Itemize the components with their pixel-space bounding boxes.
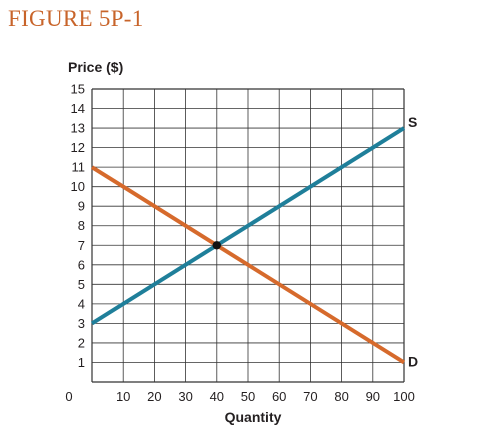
y-tick-label: 12	[71, 140, 85, 155]
y-tick-label: 4	[78, 296, 85, 311]
equilibrium	[212, 241, 221, 250]
y-tick-label: 8	[78, 218, 85, 233]
x-tick-label: 20	[147, 389, 161, 404]
series-label-d: D	[408, 353, 418, 369]
x-tick-label: 90	[366, 389, 380, 404]
series-line-d	[90, 165, 406, 365]
y-tick-label: 14	[71, 101, 85, 116]
series-labels: SD	[408, 114, 418, 369]
y-tick-label: 11	[72, 160, 86, 175]
series	[90, 126, 406, 365]
series-label-s: S	[408, 114, 417, 130]
y-tick-label: 15	[71, 82, 85, 97]
y-tick-label: 1	[78, 355, 85, 370]
y-tick-label: 3	[78, 316, 85, 331]
x-tick-label: 60	[272, 389, 286, 404]
x-tick-labels: 0 10 20 30 40 50 60 70 80 90 100	[65, 389, 414, 404]
y-tick-label: 6	[78, 257, 85, 272]
y-tick-label: 2	[78, 335, 85, 350]
y-tick-label: 9	[78, 199, 85, 214]
x-tick-label: 40	[210, 389, 224, 404]
y-tick-label: 10	[71, 179, 85, 194]
x-tick-label: 10	[116, 389, 130, 404]
equilibrium-point	[212, 241, 221, 250]
y-tick-label: 7	[78, 238, 85, 253]
x-tick-label: 80	[334, 389, 348, 404]
figure-title: FIGURE 5P-1	[8, 6, 144, 31]
grid	[91, 88, 405, 383]
x-tick-label: 30	[178, 389, 192, 404]
x-tick-label: 100	[393, 389, 415, 404]
series-line-s	[90, 126, 406, 326]
y-axis-label: Price ($)	[68, 59, 123, 75]
x-tick-label: 0	[65, 389, 72, 404]
y-tick-label: 5	[78, 277, 85, 292]
y-tick-label: 13	[71, 121, 85, 136]
x-tick-label: 50	[241, 389, 255, 404]
x-axis-label: Quantity	[225, 409, 282, 425]
x-tick-label: 70	[303, 389, 317, 404]
